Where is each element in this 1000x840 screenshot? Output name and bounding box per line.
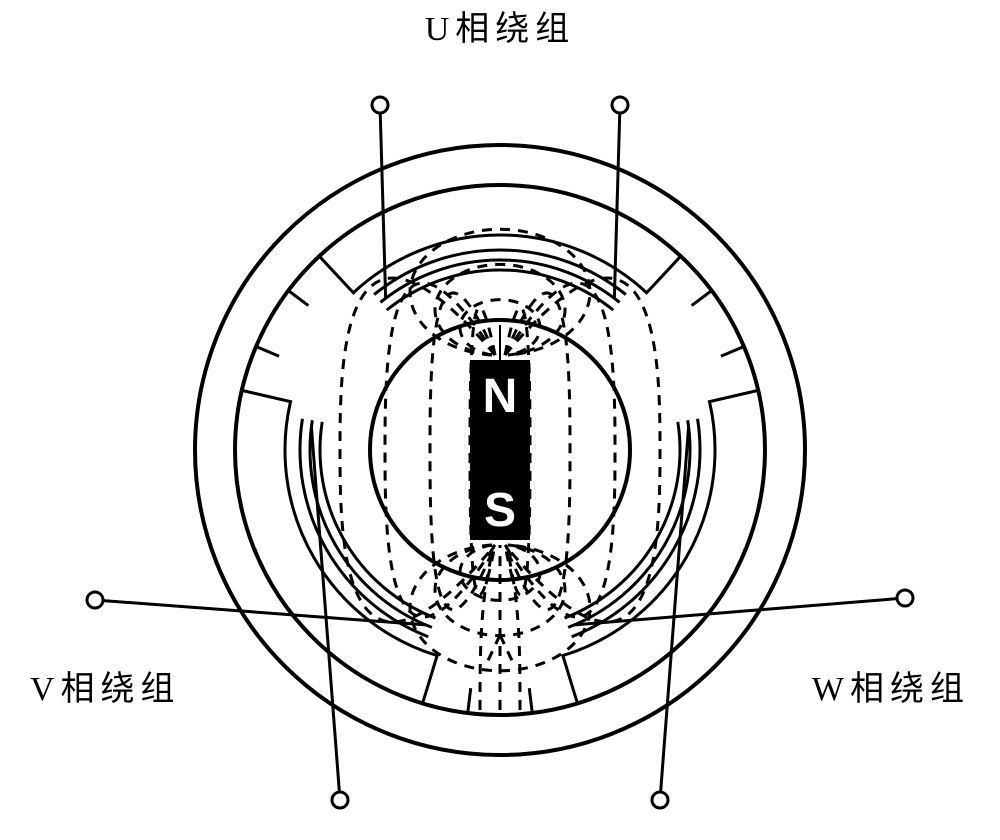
u-right-terminal-icon	[612, 97, 628, 113]
label-U-phase: U相绕组	[425, 10, 576, 48]
magnet-label-N: N	[483, 370, 518, 423]
v-lower-terminal-icon	[332, 792, 348, 808]
w-lower-terminal-icon	[652, 792, 668, 808]
w-upper-terminal-icon	[897, 590, 913, 606]
v-upper-terminal-icon	[87, 592, 103, 608]
u-left-terminal-icon	[372, 97, 388, 113]
label-W-phase: W相绕组	[812, 670, 970, 708]
magnet-label-S: S	[484, 484, 516, 537]
label-V-phase: V相绕组	[30, 670, 181, 708]
